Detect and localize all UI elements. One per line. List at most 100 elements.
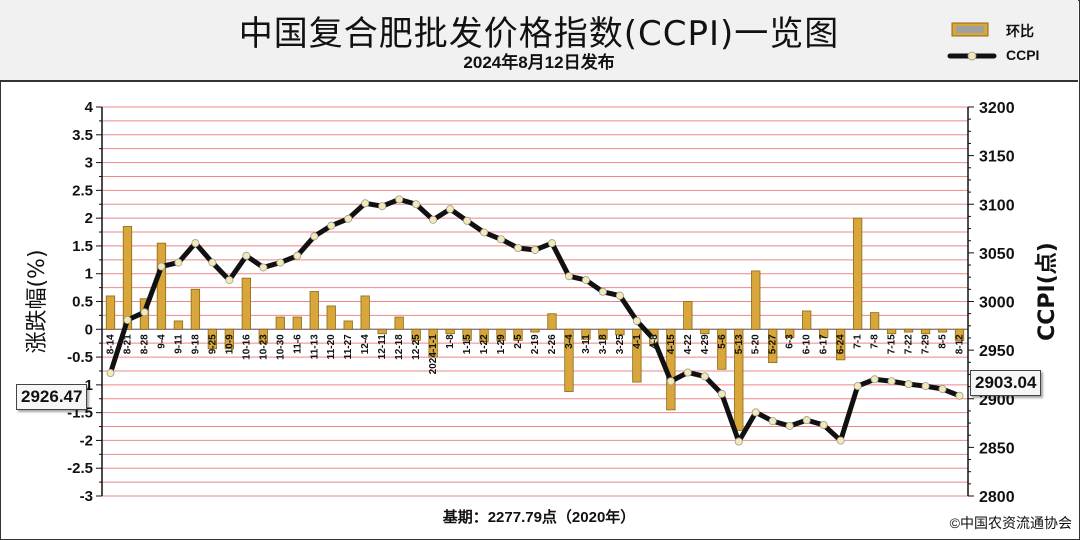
line-point <box>310 232 319 241</box>
line-point <box>683 368 692 377</box>
x-tick-label: 6-3 <box>785 334 796 349</box>
x-tick-label: 10-23 <box>258 334 269 360</box>
legend-label-line: CCPI <box>1006 47 1040 63</box>
bar <box>920 328 931 335</box>
bar <box>275 316 285 330</box>
bar <box>496 328 506 341</box>
right-tick-label: 3100 <box>979 197 1015 214</box>
right-tick-label: 3150 <box>979 149 1015 166</box>
x-tick-label: 1-29 <box>496 334 507 354</box>
bar <box>683 301 693 330</box>
line-point <box>904 380 913 389</box>
bar <box>479 328 489 342</box>
right-tick-label: 2850 <box>979 440 1015 457</box>
bar <box>852 217 863 330</box>
line-point <box>123 315 132 324</box>
line-point <box>870 375 879 384</box>
bar <box>768 328 778 364</box>
x-tick-label: 12-4 <box>360 334 371 354</box>
bar <box>343 320 353 330</box>
bar <box>411 328 421 341</box>
start-value-callout: 2926.47 <box>16 384 88 410</box>
bar <box>700 328 710 335</box>
left-axis-title: 涨跌幅(%) <box>25 249 50 353</box>
line-point <box>259 263 268 272</box>
line-point <box>276 258 285 267</box>
bar <box>615 328 625 336</box>
line-point <box>446 205 455 214</box>
bar <box>173 320 184 330</box>
left-tick-label: 1.5 <box>72 238 93 255</box>
bar <box>326 305 336 330</box>
x-tick-label: 3-11 <box>581 334 592 354</box>
line-point <box>225 276 234 285</box>
line-point <box>480 228 489 237</box>
x-tick-label: 4-1 <box>632 334 643 349</box>
header-panel: 中国复合肥批发价格指数(CCPI)一览图 2024年8月12日发布 环比 CCP… <box>0 0 1078 82</box>
left-tick-label: 3.5 <box>72 127 93 144</box>
x-tick-label: 11-27 <box>343 334 354 359</box>
bar <box>292 316 302 330</box>
bar <box>547 313 557 330</box>
x-tick-label: 12-18 <box>394 334 405 360</box>
bar <box>632 328 642 383</box>
x-tick-label: 6-24 <box>836 334 847 354</box>
x-tick-label: 6-17 <box>819 334 830 354</box>
line-point <box>106 369 115 378</box>
x-tick-label: 12-11 <box>377 334 388 359</box>
copyright: ©中国农资流通协会 <box>949 515 1072 531</box>
line-point <box>666 377 675 386</box>
right-axis-title: CCPI(点) <box>1034 242 1060 341</box>
x-tick-label: 11-6 <box>292 334 303 354</box>
legend: 环比 CCPI <box>946 16 1076 70</box>
bar <box>581 328 591 340</box>
x-tick-label: 12-25 <box>411 334 422 360</box>
baseline-note: 基期：2277.79点（2020年） <box>442 509 636 526</box>
line-point <box>429 215 438 224</box>
x-tick-label: 2-26 <box>547 334 558 354</box>
line-point <box>955 391 964 400</box>
x-tick-label: 7-29 <box>921 334 932 354</box>
x-tick-label: 5-6 <box>717 334 728 349</box>
x-tick-label: 11-20 <box>326 334 337 359</box>
bar <box>156 242 167 330</box>
line-point <box>819 421 828 430</box>
line-point <box>717 389 726 398</box>
line-point <box>598 287 607 296</box>
line-point <box>344 214 353 223</box>
line-point <box>157 262 166 271</box>
line-point <box>921 382 930 391</box>
x-tick-label: 1-15 <box>462 334 473 354</box>
bar <box>717 328 727 370</box>
bar <box>819 328 829 339</box>
x-tick-label: 2024-1-1 <box>428 334 439 374</box>
x-tick-label: 9-4 <box>156 334 167 349</box>
x-tick-label: 9-25 <box>207 334 218 354</box>
x-tick-label: 7-1 <box>853 334 864 349</box>
line-point <box>361 199 370 208</box>
bar <box>122 226 133 330</box>
legend-label-bar: 环比 <box>1006 23 1034 39</box>
bar <box>360 295 370 330</box>
line-point <box>768 417 777 426</box>
x-tick-label: 4-22 <box>683 334 694 354</box>
x-tick-label: 10-16 <box>241 334 252 360</box>
line-point <box>887 377 896 386</box>
end-value-callout: 2903.04 <box>970 370 1042 396</box>
bar <box>190 288 201 330</box>
x-tick-label: 9-18 <box>190 334 201 354</box>
x-tick-label: 8-28 <box>139 334 150 354</box>
bar <box>462 328 472 341</box>
bar <box>105 295 116 330</box>
line-point <box>734 437 743 446</box>
left-tick-label: -2.5 <box>67 460 93 477</box>
bar <box>869 312 880 330</box>
line-point <box>836 436 845 445</box>
bar <box>598 328 608 340</box>
line-point <box>395 195 404 204</box>
line-point <box>242 251 251 260</box>
line-point <box>378 202 387 211</box>
x-tick-label: 5-27 <box>768 334 779 354</box>
line-point <box>293 251 302 260</box>
bar <box>734 328 744 431</box>
